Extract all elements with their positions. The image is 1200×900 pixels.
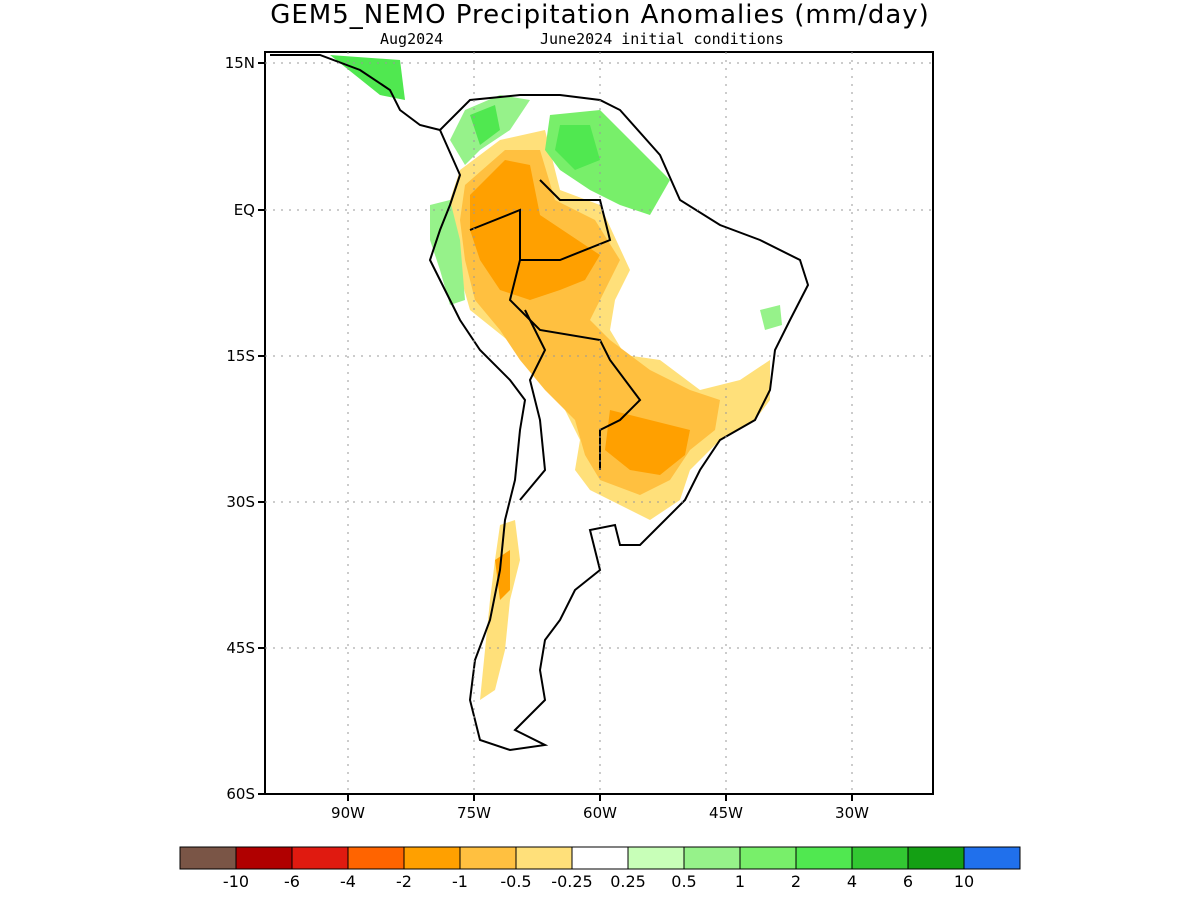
colorbar-swatch <box>235 846 293 870</box>
lat-label-30s: 30S <box>226 493 255 511</box>
anomaly-pos-central-america <box>330 55 405 100</box>
coastline <box>270 54 810 752</box>
lon-label-60w: 60W <box>583 804 617 822</box>
lat-label-15s: 15S <box>226 347 255 365</box>
lat-label-15n: 15N <box>224 54 255 72</box>
brazil-border <box>508 179 642 470</box>
south-america-outline <box>428 94 810 752</box>
colorbar-label: -4 <box>340 872 356 891</box>
colorbar-label: 4 <box>846 872 858 891</box>
anomaly-pos-brazil-east <box>760 305 782 330</box>
lon-label-45w: 45W <box>709 804 743 822</box>
colorbar-swatch <box>347 846 405 870</box>
colorbar-label: -2 <box>396 872 412 891</box>
anomaly-chile-1 <box>480 520 520 700</box>
lon-label-90w: 90W <box>331 804 365 822</box>
colorbar-swatch <box>851 846 909 870</box>
colorbar-swatch <box>683 846 741 870</box>
colorbar-label: 0.5 <box>671 872 697 891</box>
colorbar-label: -0.25 <box>551 872 593 891</box>
anomaly-shading <box>330 55 782 700</box>
lat-label-eq: EQ <box>233 201 255 219</box>
colorbar-swatch <box>291 846 349 870</box>
colorbar-label: -6 <box>284 872 300 891</box>
anomaly-pos-guianas2 <box>555 125 600 170</box>
colorbar-label: 2 <box>790 872 802 891</box>
colorbar <box>179 846 1021 870</box>
colorbar-label: 10 <box>953 872 975 891</box>
colorbar-label: 1 <box>734 872 746 891</box>
colorbar-label: -10 <box>222 872 250 891</box>
anomaly-pos-north2 <box>470 105 500 145</box>
colorbar-swatch <box>403 846 461 870</box>
lon-label-30w: 30W <box>835 804 869 822</box>
colorbar-label: 6 <box>902 872 914 891</box>
colorbar-label: -0.5 <box>500 872 532 891</box>
central-america-outline <box>270 54 441 131</box>
lon-label-75w: 75W <box>457 804 491 822</box>
colorbar-swatch <box>963 846 1021 870</box>
valid-month: Aug2024 <box>380 30 444 48</box>
lat-label-45s: 45S <box>226 639 255 657</box>
colorbar-swatch <box>739 846 797 870</box>
map-title: GEM5_NEMO Precipitation Anomalies (mm/da… <box>270 0 930 30</box>
andes-border <box>469 208 547 501</box>
lat-label-60s: 60S <box>226 785 255 803</box>
colorbar-label: -1 <box>452 872 468 891</box>
anomaly-neg-1 <box>470 160 600 300</box>
axis-ticks <box>258 62 853 801</box>
initial-conditions: June2024 initial conditions <box>540 30 784 48</box>
anomaly-neg-1-south <box>605 410 690 475</box>
colorbar-swatch <box>907 846 965 870</box>
anomaly-chile-2 <box>495 550 510 600</box>
colorbar-label: 0.25 <box>610 872 646 891</box>
colorbar-swatch <box>795 846 853 870</box>
colorbar-swatch <box>627 846 685 870</box>
colorbar-swatch <box>459 846 517 870</box>
colorbar-swatch <box>179 846 237 870</box>
colorbar-swatch <box>515 846 573 870</box>
colorbar-swatch <box>571 846 629 870</box>
anomaly-pos-ecuador <box>430 200 465 305</box>
